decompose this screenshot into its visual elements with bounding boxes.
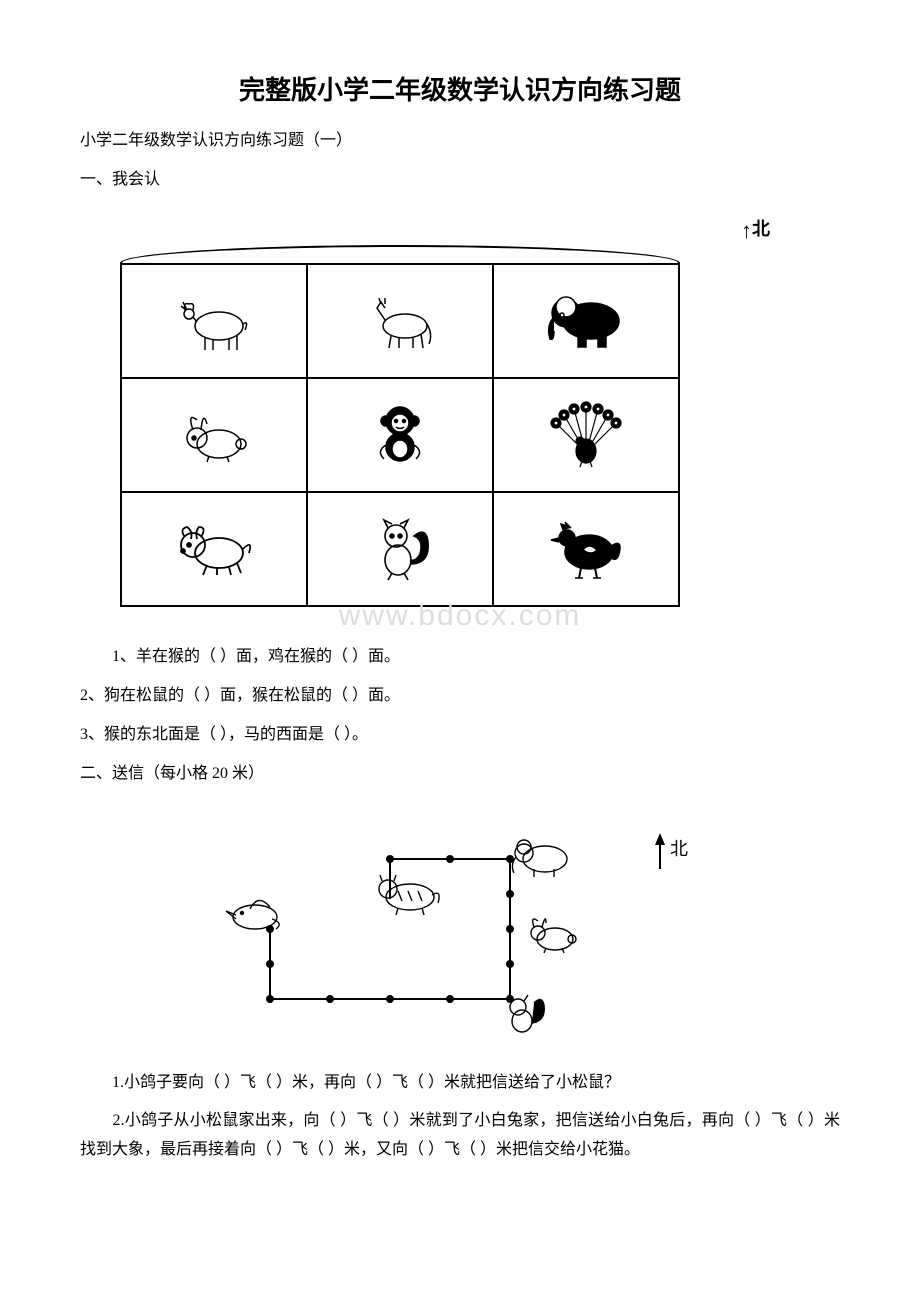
question-2-1: 1.小鸽子要向（ ）飞（ ）米，再向（ ）飞（ ）米就把信送给了小松鼠？ xyxy=(80,1069,840,1098)
table-row xyxy=(121,492,679,606)
animal-grid xyxy=(120,263,680,607)
elephant-icon xyxy=(536,281,636,356)
table-row xyxy=(121,378,679,492)
cell-monkey xyxy=(307,378,493,492)
delivery-map: 北 xyxy=(200,819,720,1039)
map-rabbit-icon xyxy=(531,918,576,952)
question-1-2: 2、狗在松鼠的（ ）面，猴在松鼠的（ ）面。 xyxy=(80,682,840,711)
question-1-3: 3、猴的东北面是（ ），马的西面是（ ）。 xyxy=(80,721,840,750)
map-container: 北 xyxy=(200,819,720,1039)
dog-icon xyxy=(167,509,262,584)
chicken-icon xyxy=(539,508,634,586)
north-label: 北 xyxy=(670,839,688,859)
monkey-icon xyxy=(360,395,440,470)
cell-dog xyxy=(121,492,307,606)
section1-heading: 一、我会认 xyxy=(80,166,840,195)
cell-horse xyxy=(307,264,493,378)
cell-goat xyxy=(121,264,307,378)
pigeon-icon xyxy=(226,900,279,929)
table-row xyxy=(121,264,679,378)
squirrel-icon xyxy=(358,508,443,586)
cell-squirrel xyxy=(307,492,493,606)
section2-heading: 二、送信（每小格 20 米） xyxy=(80,760,840,789)
animal-grid-container: ↑北 xyxy=(120,215,840,608)
cell-elephant xyxy=(493,264,679,378)
cell-rabbit xyxy=(121,378,307,492)
page-title: 完整版小学二年级数学认识方向练习题 xyxy=(80,70,840,107)
peacock-icon xyxy=(536,393,636,473)
arrow-up-icon: ↑ xyxy=(741,217,752,242)
tiger-icon xyxy=(379,875,439,915)
rabbit-icon xyxy=(169,398,259,468)
question-1-1: 1、羊在猴的（ ）面，鸡在猴的（ ）面。 xyxy=(80,643,840,672)
cell-chicken xyxy=(493,492,679,606)
grid-roof xyxy=(120,245,680,263)
north-indicator-1: ↑北 xyxy=(120,215,770,244)
subtitle: 小学二年级数学认识方向练习题（一） xyxy=(80,127,840,156)
cell-peacock xyxy=(493,378,679,492)
north-indicator-2: 北 xyxy=(655,833,688,869)
map-elephant-icon xyxy=(512,840,567,877)
question-2-2: 2.小鸽子从小松鼠家出来，向（ ）飞（ ）米就到了小白兔家，把信送给小白兔后，再… xyxy=(80,1107,840,1165)
horse-icon xyxy=(355,284,445,354)
map-squirrel-icon xyxy=(508,995,544,1032)
goat-icon xyxy=(169,284,259,354)
watermark: www.bdocx.com xyxy=(80,599,840,633)
